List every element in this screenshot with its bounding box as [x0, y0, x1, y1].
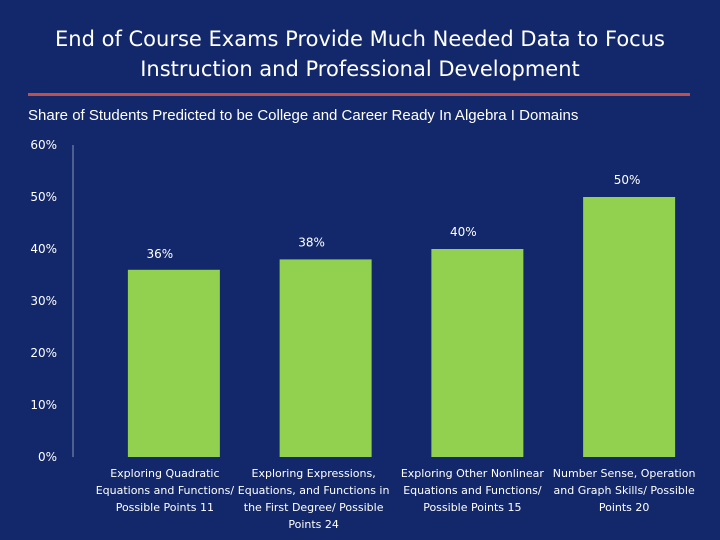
x-tick-label: Exploring Expressions,: [252, 467, 376, 480]
chart-title: Share of Students Predicted to be Colleg…: [28, 107, 579, 124]
x-tick-label: Equations, and Functions in: [238, 484, 390, 497]
slide-title-line-1: End of Course Exams Provide Much Needed …: [55, 27, 665, 51]
data-label: 50%: [614, 173, 641, 187]
slide-title: End of Course Exams Provide Much Needed …: [40, 24, 680, 84]
bar: [279, 259, 372, 457]
data-label: 38%: [298, 235, 325, 249]
slide-title-line-2: Instruction and Professional Development: [140, 57, 580, 81]
x-tick-label: Points 24: [288, 518, 339, 531]
bar: [127, 269, 220, 457]
x-tick-label: the First Degree/ Possible: [244, 501, 384, 514]
x-tick-label: Exploring Quadratic: [110, 467, 219, 480]
data-label: 40%: [450, 225, 477, 239]
x-tick-label: Possible Points 11: [116, 501, 214, 514]
y-tick-label: 30%: [30, 294, 57, 308]
y-tick-label: 20%: [30, 346, 57, 360]
x-tick-label: Equations and Functions/: [96, 484, 235, 497]
y-tick-label: 40%: [30, 242, 57, 256]
x-tick-label: Possible Points 15: [423, 501, 521, 514]
y-tick-label: 60%: [30, 138, 57, 152]
bar: [431, 249, 524, 457]
y-tick-label: 10%: [30, 398, 57, 412]
x-tick-label: Exploring Other Nonlinear: [401, 467, 545, 480]
title-divider: [28, 93, 690, 96]
x-tick-label: Equations and Functions/: [403, 484, 542, 497]
bar: [583, 197, 676, 457]
data-label: 36%: [147, 247, 174, 261]
y-tick-label: 0%: [38, 450, 57, 464]
x-tick-label: and Graph Skills/ Possible: [554, 484, 695, 497]
x-tick-label: Points 20: [599, 501, 650, 514]
y-tick-label: 50%: [30, 190, 57, 204]
x-tick-label: Number Sense, Operation: [553, 467, 696, 480]
